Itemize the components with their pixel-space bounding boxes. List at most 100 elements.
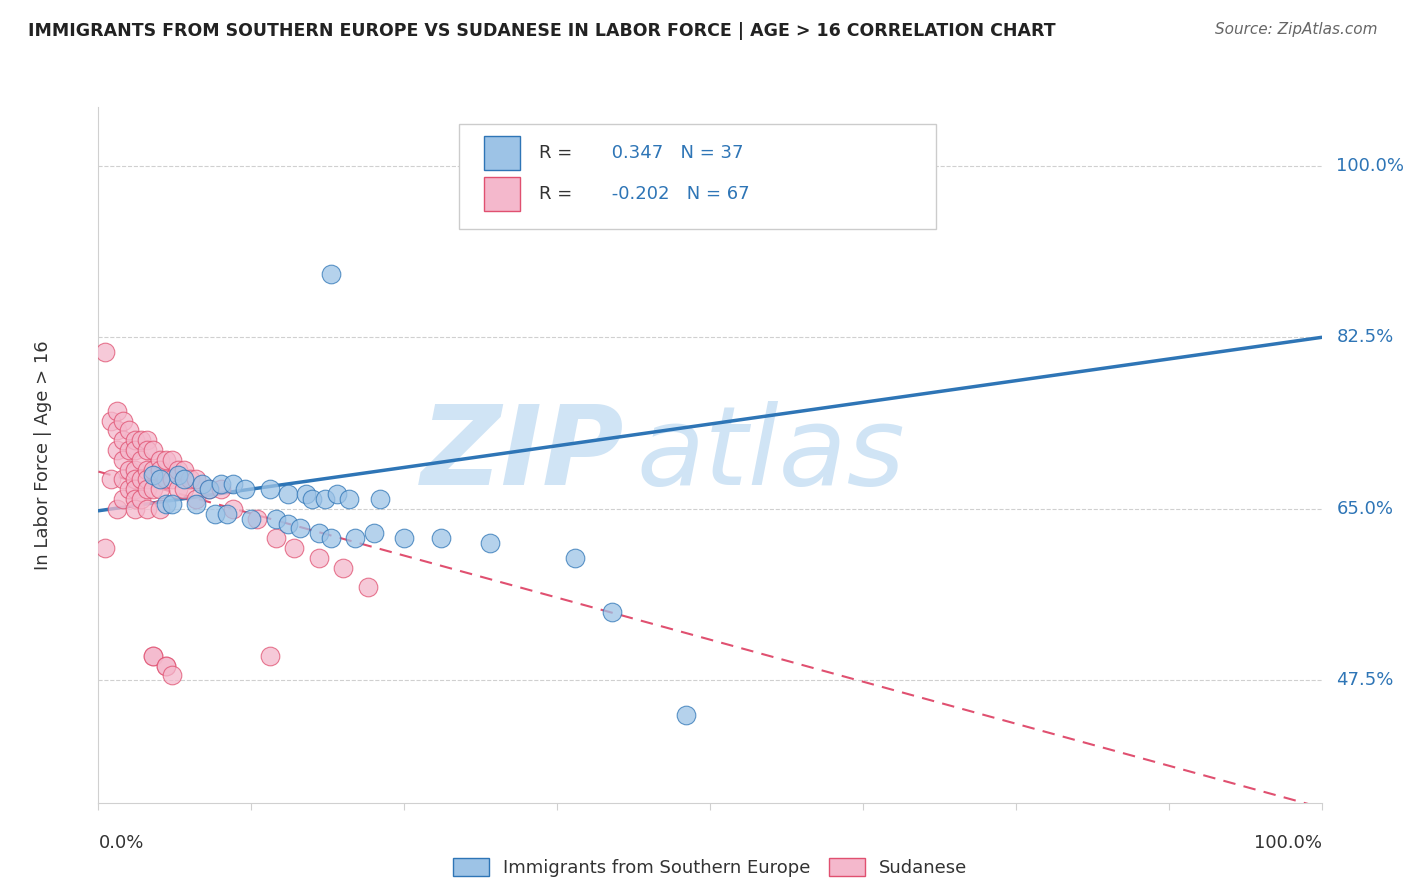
Point [124, 472, 146, 486]
Point [111, 434, 134, 448]
Point [142, 482, 165, 496]
Text: 47.5%: 47.5% [1336, 672, 1393, 690]
Text: 100.0%: 100.0% [1336, 157, 1405, 175]
Point [142, 648, 165, 663]
Point [363, 526, 385, 541]
Point [233, 482, 256, 496]
Point [93, 541, 115, 555]
Point [155, 472, 177, 486]
Point [186, 472, 208, 486]
Point [344, 531, 367, 545]
Point [186, 491, 208, 506]
Text: atlas: atlas [637, 401, 905, 508]
Point [149, 472, 172, 486]
Point [186, 497, 208, 511]
Bar [484, 177, 520, 211]
Text: Source: ZipAtlas.com: Source: ZipAtlas.com [1215, 22, 1378, 37]
Point [149, 462, 172, 476]
Point [319, 531, 342, 545]
Point [129, 491, 152, 506]
Point [111, 491, 134, 506]
Point [118, 443, 141, 458]
Point [118, 462, 141, 476]
Point [215, 507, 238, 521]
Point [105, 424, 128, 438]
Point [283, 541, 305, 555]
Point [332, 560, 354, 574]
Point [155, 452, 177, 467]
Point [392, 531, 416, 545]
Point [118, 424, 141, 438]
Point [129, 434, 152, 448]
Point [136, 482, 159, 496]
Point [290, 521, 312, 535]
Point [142, 462, 165, 476]
Point [124, 501, 146, 516]
Point [136, 434, 159, 448]
Point [173, 482, 195, 496]
Point [478, 536, 501, 550]
Legend: Immigrants from Southern Europe, Sudanese: Immigrants from Southern Europe, Sudanes… [446, 850, 974, 884]
Point [197, 482, 219, 496]
Point [155, 658, 177, 673]
Point [308, 526, 330, 541]
Point [314, 491, 336, 506]
Point [160, 497, 183, 511]
Point [167, 482, 190, 496]
Point [167, 462, 190, 476]
Point [160, 452, 183, 467]
Point [197, 482, 219, 496]
Point [308, 550, 330, 565]
Point [301, 491, 323, 506]
Point [259, 482, 281, 496]
Point [600, 605, 623, 619]
Point [142, 648, 165, 663]
Point [326, 487, 349, 501]
Point [136, 443, 159, 458]
Text: IMMIGRANTS FROM SOUTHERN EUROPE VS SUDANESE IN LABOR FORCE | AGE > 16 CORRELATIO: IMMIGRANTS FROM SOUTHERN EUROPE VS SUDAN… [28, 22, 1056, 40]
Point [129, 452, 152, 467]
Point [155, 658, 177, 673]
Point [129, 472, 152, 486]
Point [246, 511, 269, 525]
Point [277, 516, 299, 531]
Text: -0.202   N = 67: -0.202 N = 67 [606, 185, 749, 203]
Point [124, 482, 146, 496]
Point [240, 511, 263, 525]
Point [136, 472, 159, 486]
Text: R =: R = [538, 144, 572, 162]
Text: 0.347   N = 37: 0.347 N = 37 [606, 144, 744, 162]
Point [124, 462, 146, 476]
Text: 100.0%: 100.0% [1254, 834, 1322, 852]
Point [149, 482, 172, 496]
Bar [484, 136, 520, 170]
Point [675, 707, 697, 722]
Point [319, 267, 342, 281]
Point [118, 482, 141, 496]
Point [167, 467, 190, 482]
Point [264, 511, 287, 525]
Point [124, 491, 146, 506]
Point [93, 345, 115, 359]
Point [111, 452, 134, 467]
Point [173, 462, 195, 476]
Point [142, 443, 165, 458]
Text: 65.0%: 65.0% [1336, 500, 1393, 518]
Point [191, 477, 214, 491]
Point [209, 482, 232, 496]
Point [160, 472, 183, 486]
Point [222, 477, 245, 491]
Point [337, 491, 360, 506]
Point [356, 580, 378, 594]
Point [155, 497, 177, 511]
Point [564, 550, 586, 565]
Point [105, 404, 128, 418]
Point [105, 443, 128, 458]
Point [368, 491, 391, 506]
Point [204, 507, 226, 521]
Point [179, 472, 201, 486]
Point [100, 414, 122, 428]
Point [209, 477, 232, 491]
Point [277, 487, 299, 501]
Point [105, 501, 128, 516]
